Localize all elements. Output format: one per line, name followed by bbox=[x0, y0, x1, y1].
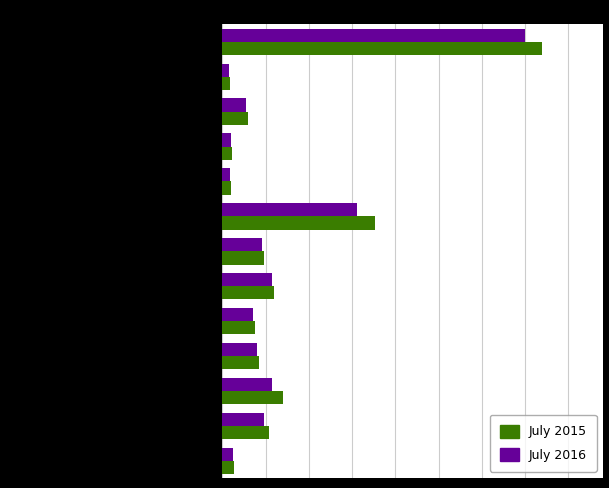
Bar bbox=[222, 63, 229, 77]
Bar bbox=[222, 321, 255, 334]
Bar bbox=[222, 112, 248, 125]
Bar bbox=[222, 308, 253, 321]
Bar bbox=[222, 447, 233, 461]
Bar bbox=[222, 99, 245, 112]
Bar bbox=[222, 29, 525, 42]
Legend: July 2015, July 2016: July 2015, July 2016 bbox=[490, 415, 597, 472]
Bar bbox=[222, 413, 264, 426]
Bar bbox=[222, 343, 257, 356]
Bar bbox=[222, 273, 272, 286]
Bar bbox=[222, 286, 274, 300]
Bar bbox=[222, 391, 283, 404]
Bar bbox=[222, 168, 230, 182]
Bar bbox=[222, 461, 233, 474]
Bar bbox=[222, 216, 375, 230]
Bar bbox=[222, 378, 272, 391]
Bar bbox=[222, 356, 259, 369]
Bar bbox=[222, 426, 269, 439]
Bar bbox=[222, 182, 231, 195]
Bar bbox=[222, 203, 357, 216]
Bar bbox=[222, 238, 262, 251]
Bar bbox=[222, 133, 231, 146]
Bar bbox=[222, 77, 230, 90]
Bar bbox=[222, 42, 543, 55]
Bar bbox=[222, 251, 264, 264]
Bar bbox=[222, 146, 232, 160]
